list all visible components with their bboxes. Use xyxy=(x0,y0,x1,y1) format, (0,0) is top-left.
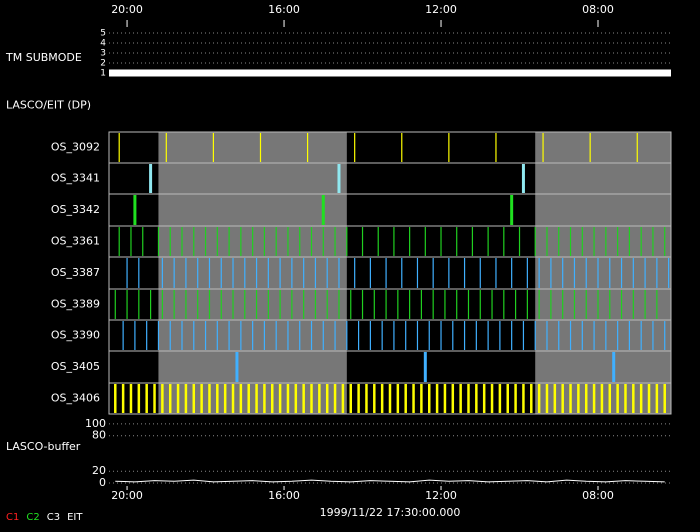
x-tick-label-top: 08:00 xyxy=(582,3,614,16)
panel-label: OS_3342 xyxy=(51,203,100,216)
shaded-period xyxy=(535,194,671,226)
shaded-period xyxy=(158,289,347,320)
shaded-period xyxy=(158,257,347,289)
shaded-period xyxy=(535,226,671,257)
y-tick-label: 100 xyxy=(85,417,106,430)
panel-label: LASCO-buffer xyxy=(6,440,81,453)
y-tick-label: 4 xyxy=(100,39,106,49)
panel-label: OS_3361 xyxy=(51,235,100,248)
x-tick-label-top: 16:00 xyxy=(268,3,300,16)
x-tick-label-top: 20:00 xyxy=(111,3,143,16)
x-tick-label-top: 12:00 xyxy=(425,3,457,16)
x-tick-label-bottom: 08:00 xyxy=(582,489,614,502)
shaded-period xyxy=(535,351,671,383)
row-frame xyxy=(108,382,672,415)
y-tick-label: 3 xyxy=(100,49,106,59)
y-tick-label: 2 xyxy=(100,59,106,69)
buffer-line xyxy=(115,479,665,483)
shaded-period xyxy=(158,132,347,163)
shaded-period xyxy=(535,132,671,163)
y-tick-label: 80 xyxy=(92,429,106,442)
shaded-period xyxy=(158,194,347,226)
panel-label: TM SUBMODE xyxy=(5,51,82,64)
legend-entry: C2 xyxy=(26,512,39,523)
legend-entry: C3 xyxy=(47,512,60,523)
x-tick-label-bottom: 16:00 xyxy=(268,489,300,502)
y-tick-label: 5 xyxy=(100,29,106,39)
panel-label: OS_3387 xyxy=(51,266,100,279)
shaded-period xyxy=(158,383,347,414)
panel-label: OS_3405 xyxy=(51,360,100,373)
shaded-period xyxy=(535,289,671,320)
panel-label: LASCO/EIT (DP) xyxy=(6,99,91,112)
shaded-period xyxy=(158,163,347,194)
panel-label: OS_3389 xyxy=(51,298,100,311)
y-tick-label: 0 xyxy=(99,476,106,489)
shaded-period xyxy=(535,320,671,351)
shaded-period xyxy=(535,257,671,289)
panel-label: OS_3092 xyxy=(51,141,100,154)
date-label: 1999/11/22 17:30:00.000 xyxy=(320,506,461,519)
shaded-period xyxy=(158,351,347,383)
x-tick-label-bottom: 12:00 xyxy=(425,489,457,502)
shaded-period xyxy=(535,163,671,194)
panel-label: OS_3390 xyxy=(51,329,100,342)
legend-entry: C1 xyxy=(6,512,19,523)
panel-label: OS_3341 xyxy=(51,172,100,185)
legend-entry: EIT xyxy=(67,512,83,523)
y-tick-label: 20 xyxy=(92,464,106,477)
x-tick-label-bottom: 20:00 xyxy=(111,489,143,502)
y-tick-label: 1 xyxy=(100,69,106,79)
panel-label: OS_3406 xyxy=(51,392,100,405)
